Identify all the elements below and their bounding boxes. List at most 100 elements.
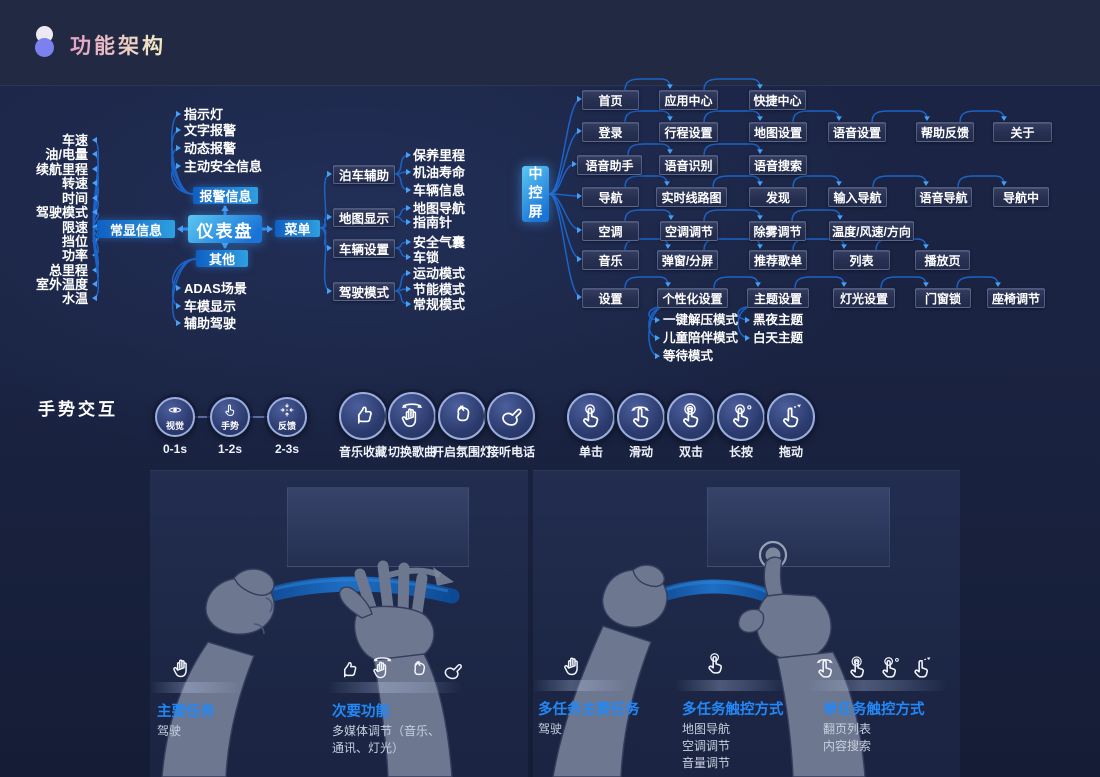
touch-gesture-label: 滑动 xyxy=(628,445,653,459)
menu-child-item: 指南针 xyxy=(413,215,453,230)
task-title: 单任务触控方式 xyxy=(823,702,925,718)
feedback-arrows-icon xyxy=(279,402,295,418)
node-feature: 播放页 xyxy=(915,250,970,270)
menu-child-item: 机油寿命 xyxy=(413,165,466,180)
phase-circle: 视觉 xyxy=(155,397,195,437)
node-feature: 输入导航 xyxy=(828,187,887,207)
single-tap-icon xyxy=(703,652,728,677)
menu-child-item: 地图导航 xyxy=(413,201,466,216)
phase-time-label: 0-1s xyxy=(162,442,188,456)
single-tap-icon xyxy=(577,403,605,431)
call-hand-icon xyxy=(440,658,465,688)
call-hand-icon xyxy=(497,402,525,430)
screen-illustration xyxy=(707,487,890,567)
open-hand-icon xyxy=(170,656,195,681)
node-feature: 个性化设置 xyxy=(657,288,728,308)
personal-mode-item: 儿童陪伴模式 xyxy=(663,331,739,345)
hand-gesture-circle xyxy=(487,392,535,440)
alarm-item: 主动安全信息 xyxy=(184,159,263,174)
single-tap-icon xyxy=(703,652,728,682)
node-feature: 除雾调节 xyxy=(749,221,806,241)
finger-heart-icon xyxy=(448,402,476,430)
hand-gesture-circle xyxy=(339,392,387,440)
hand-gesture-label: 开启氛围灯 xyxy=(431,445,492,459)
open-hand-icon xyxy=(561,654,586,679)
personal-mode-item: 等待模式 xyxy=(663,349,714,363)
dash-info-item: 功率 xyxy=(61,248,88,263)
node-feature: 门窗锁 xyxy=(915,288,971,308)
dash-info-item: 转速 xyxy=(61,176,88,191)
phase-time-label: 2-3s xyxy=(274,442,300,456)
screen-illustration xyxy=(287,487,469,567)
drag-icon xyxy=(909,656,934,686)
node-dashboard-root: 仪表盘 xyxy=(188,215,262,243)
call-hand-icon xyxy=(440,658,465,683)
hand-gesture-label: 切换歌曲 xyxy=(387,445,436,459)
node-alarm-info: 报警信息 xyxy=(193,187,258,204)
dash-info-item: 时间 xyxy=(61,191,88,206)
node-feature: 空调 xyxy=(582,221,639,241)
node-feature: 首页 xyxy=(582,90,639,110)
dash-info-item: 挡位 xyxy=(61,234,88,249)
touch-gesture-circle xyxy=(717,393,765,441)
open-hand-icon xyxy=(561,654,586,684)
node-feature: 空调调节 xyxy=(660,221,718,241)
swipe-hand-icon xyxy=(398,402,426,430)
eye-icon xyxy=(167,402,183,418)
node-feature: 登录 xyxy=(582,122,639,142)
icon-pedestal xyxy=(675,680,787,691)
node-feature: 语音导航 xyxy=(915,187,972,207)
thumbs-up-icon xyxy=(349,402,377,430)
alarm-item: 指示灯 xyxy=(184,107,224,122)
node-menu: 菜单 xyxy=(275,220,320,237)
menu-child-item: 车辆信息 xyxy=(413,183,466,198)
swipe-arrow xyxy=(385,567,454,586)
alarm-item: 文字报警 xyxy=(184,123,237,138)
slide-icon xyxy=(813,656,838,681)
hands-illustration-touch xyxy=(552,540,866,777)
menu-child-item: 安全气囊 xyxy=(413,235,466,250)
task-title: 次要功能 xyxy=(332,704,390,720)
node-feature: 音乐 xyxy=(582,250,639,270)
node-feature: 行程设置 xyxy=(659,122,718,142)
dash-info-item: 车速 xyxy=(61,133,88,148)
gesture-section-title: 手势交互 xyxy=(38,400,118,419)
task-title: 多任务触控方式 xyxy=(682,702,784,718)
node-menu-group: 地图显示 xyxy=(333,208,395,227)
touch-gesture-circle xyxy=(567,393,615,441)
long-press-icon xyxy=(877,656,902,686)
dash-info-item: 总里程 xyxy=(48,263,88,278)
phase-label: 手势 xyxy=(220,421,239,431)
phase-label: 反馈 xyxy=(277,421,296,431)
task-desc-line: 驾驶 xyxy=(538,722,563,736)
dash-info-item: 室外温度 xyxy=(35,277,88,292)
task-desc-line: 地图导航 xyxy=(682,722,731,736)
node-feature: 语音助手 xyxy=(577,155,642,175)
node-feature: 温度/风速/方向 xyxy=(829,221,914,241)
node-feature: 导航中 xyxy=(993,187,1049,207)
node-feature: 实时线路图 xyxy=(656,187,727,207)
icon-pedestal xyxy=(328,682,462,693)
icon-pedestal xyxy=(533,680,628,691)
thumbs-up-icon xyxy=(336,658,361,688)
dash-info-item: 限速 xyxy=(61,220,88,235)
task-desc-line: 通讯、灯光） xyxy=(332,741,405,755)
task-desc-line: 翻页列表 xyxy=(823,722,872,736)
node-feature: 语音设置 xyxy=(828,122,886,142)
dash-info-item: 续航里程 xyxy=(35,162,88,177)
node-feature: 推荐歌单 xyxy=(749,250,807,270)
touch-gesture-circle xyxy=(667,393,715,441)
node-feature: 设置 xyxy=(582,288,639,308)
thumbs-up-icon xyxy=(336,658,361,683)
touch-gesture-label: 拖动 xyxy=(778,445,803,459)
dash-info-item: 驾驶模式 xyxy=(35,205,88,220)
personal-mode-item: 一键解压模式 xyxy=(663,313,739,327)
node-feature: 应用中心 xyxy=(659,90,718,110)
swipe-hand-icon xyxy=(370,656,395,681)
task-desc-line: 内容搜索 xyxy=(823,739,872,753)
task-desc-line: 多媒体调节（音乐、 xyxy=(332,724,441,738)
node-always-info: 常显信息 xyxy=(97,220,175,238)
node-feature: 语音识别 xyxy=(659,155,718,175)
menu-child-item: 节能模式 xyxy=(413,282,466,297)
phase-circle: 反馈 xyxy=(267,397,307,437)
